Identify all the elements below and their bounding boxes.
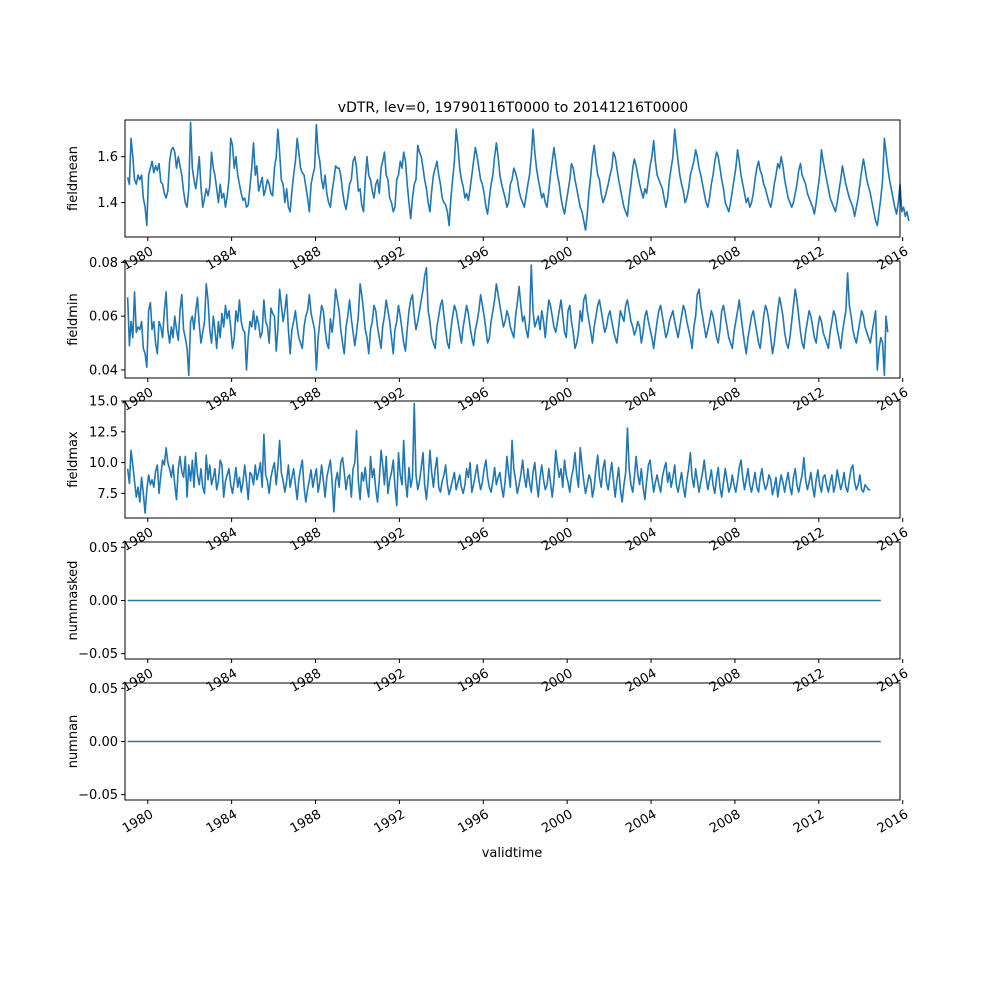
y-axis-label-nummasked: nummasked: [66, 561, 81, 641]
y-axis-label-fieldmin: fieldmin: [66, 293, 81, 346]
y-axis-label-fieldmax: fieldmax: [66, 431, 81, 488]
y-tick-label-fieldmean: 1.4: [97, 196, 118, 211]
figure-title: vDTR, lev=0, 19790116T0000 to 20141216T0…: [338, 100, 688, 116]
y-tick-label-nummasked: 0.00: [89, 594, 118, 609]
series-line-fieldmax: [126, 402, 871, 514]
y-axis-label-numnan: numnan: [66, 715, 81, 769]
series-line-fieldmin: [126, 264, 889, 377]
axes-frame-fieldmax: [124, 400, 901, 519]
y-tick-label-fieldmean: 1.6: [97, 150, 118, 165]
series-line-fieldmean: [126, 121, 910, 231]
y-tick-label-fieldmin: 0.04: [89, 363, 118, 378]
y-tick-label-numnan: −0.05: [78, 788, 118, 803]
x-axis-label: validtime: [482, 846, 543, 861]
y-tick-label-fieldmax: 7.5: [97, 487, 118, 502]
y-tick-label-fieldmax: 15.0: [89, 395, 118, 410]
y-tick-label-numnan: 0.05: [89, 682, 118, 697]
y-tick-label-fieldmax: 12.5: [89, 425, 118, 440]
y-axis-label-fieldmean: fieldmean: [66, 146, 81, 211]
y-tick-label-fieldmin: 0.06: [89, 310, 118, 325]
y-tick-label-nummasked: 0.05: [89, 541, 118, 556]
y-tick-label-nummasked: −0.05: [78, 647, 118, 662]
y-tick-label-fieldmin: 0.08: [89, 256, 118, 271]
y-tick-label-numnan: 0.00: [89, 735, 118, 750]
axes-frame-fieldmin: [124, 260, 901, 379]
y-tick-label-fieldmax: 10.0: [89, 456, 118, 471]
axes-frame-fieldmean: [124, 119, 901, 238]
